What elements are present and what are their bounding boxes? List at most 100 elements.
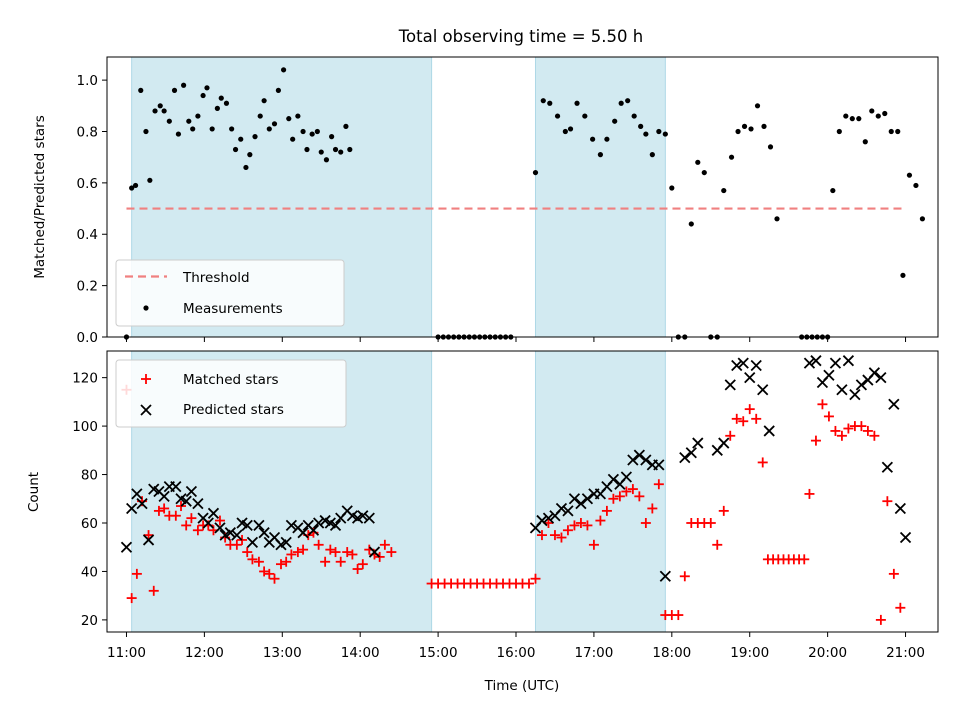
y-tick-label: 20 xyxy=(81,613,98,629)
measurement-point xyxy=(728,154,735,160)
matched-point xyxy=(647,503,658,514)
y-tick-label: 0.4 xyxy=(77,227,98,243)
measurement-point xyxy=(754,103,761,109)
measurement-point xyxy=(618,100,624,106)
matched-point xyxy=(237,534,248,545)
matched-point xyxy=(569,520,580,531)
matched-point xyxy=(621,486,632,497)
measurement-point xyxy=(547,100,553,106)
predicted-point xyxy=(607,473,620,486)
matched-point xyxy=(718,505,729,516)
predicted-point xyxy=(810,355,822,367)
bottom-axes-frame xyxy=(106,350,939,633)
predicted-point xyxy=(894,502,906,515)
matched-point xyxy=(562,525,573,536)
measurement-point xyxy=(238,136,244,142)
predicted-point xyxy=(763,425,775,437)
matched-point xyxy=(673,610,684,621)
bottom-ylabel: Count xyxy=(26,472,42,512)
predicted-point xyxy=(627,454,639,466)
matched-point xyxy=(379,539,390,550)
predicted-point xyxy=(875,372,887,384)
measurement-point xyxy=(280,67,287,73)
predicted-point xyxy=(241,519,253,532)
matched-point xyxy=(731,413,742,424)
measurement-point xyxy=(329,134,335,140)
measurement-point xyxy=(656,128,662,135)
predicted-point xyxy=(180,495,192,507)
predicted-point xyxy=(142,534,155,546)
measurement-point xyxy=(195,113,201,119)
predicted-point xyxy=(192,497,204,510)
measurement-point xyxy=(597,152,604,158)
matched-point xyxy=(653,479,664,490)
predicted-point xyxy=(542,512,555,524)
predicted-point xyxy=(633,449,645,461)
x-tick-label: 21:00 xyxy=(886,645,925,661)
predicted-point xyxy=(803,357,816,369)
matched-point xyxy=(214,515,225,526)
predicted-point xyxy=(855,379,868,391)
measurement-point xyxy=(209,126,215,132)
matched-point xyxy=(523,578,534,589)
predicted-point xyxy=(868,367,881,379)
matched-point xyxy=(757,457,768,468)
matched-point xyxy=(126,593,137,604)
matched-point xyxy=(595,515,606,526)
predicted-point xyxy=(368,546,381,558)
measurement-point xyxy=(662,131,668,137)
top-axes-frame xyxy=(106,56,939,338)
matched-point xyxy=(386,547,397,558)
matched-point xyxy=(536,530,547,541)
legend-matched-swatch xyxy=(141,374,151,384)
legend-measurement-swatch xyxy=(143,305,149,311)
matched-point xyxy=(608,493,619,504)
matched-point xyxy=(575,517,586,528)
measurement-point xyxy=(338,149,344,155)
measurement-point xyxy=(669,185,675,191)
matched-point xyxy=(856,421,867,432)
matched-point xyxy=(634,491,645,502)
measurement-point xyxy=(223,100,230,106)
matched-point xyxy=(153,505,164,516)
measurement-point xyxy=(171,87,178,93)
predicted-point xyxy=(253,519,265,532)
y-tick-label: 80 xyxy=(81,468,98,484)
predicted-point xyxy=(136,497,148,510)
predicted-point xyxy=(849,388,861,401)
matched-point xyxy=(549,530,560,541)
measurement-point xyxy=(229,126,235,132)
measurement-point xyxy=(132,182,139,189)
measurement-point xyxy=(190,126,196,132)
matched-point xyxy=(259,566,270,577)
measurement-point xyxy=(318,149,324,155)
matched-point xyxy=(253,556,264,567)
predicted-point xyxy=(562,505,574,517)
measurement-point xyxy=(836,128,842,135)
x-tick-label: 16:00 xyxy=(497,645,536,661)
matched-point xyxy=(862,425,873,436)
measurement-point xyxy=(152,108,158,114)
predicted-point xyxy=(131,488,143,500)
x-tick-label: 15:00 xyxy=(419,645,458,661)
matched-point xyxy=(275,559,286,570)
measurement-point xyxy=(895,128,901,135)
predicted-point xyxy=(555,502,568,515)
matched-point xyxy=(817,399,828,410)
measurement-point xyxy=(767,144,774,150)
measurement-point xyxy=(290,136,296,142)
measurement-point xyxy=(252,134,258,140)
predicted-point xyxy=(207,507,220,519)
bottom-panel: 20 40 60 80 100 120 11:00 12:00 13:00 14:00 15:00… xyxy=(26,350,939,694)
predicted-point xyxy=(620,471,633,483)
measurement-point xyxy=(554,113,561,119)
measurement-point xyxy=(604,136,610,142)
matched-point xyxy=(281,556,292,567)
matched-point xyxy=(181,520,192,531)
measurement-point xyxy=(695,159,701,165)
measurement-point xyxy=(247,152,253,158)
legend-predicted-label: Predicted stars xyxy=(183,402,284,418)
measurement-point xyxy=(612,118,618,124)
matched-point xyxy=(751,413,762,424)
measurement-point xyxy=(243,164,249,171)
